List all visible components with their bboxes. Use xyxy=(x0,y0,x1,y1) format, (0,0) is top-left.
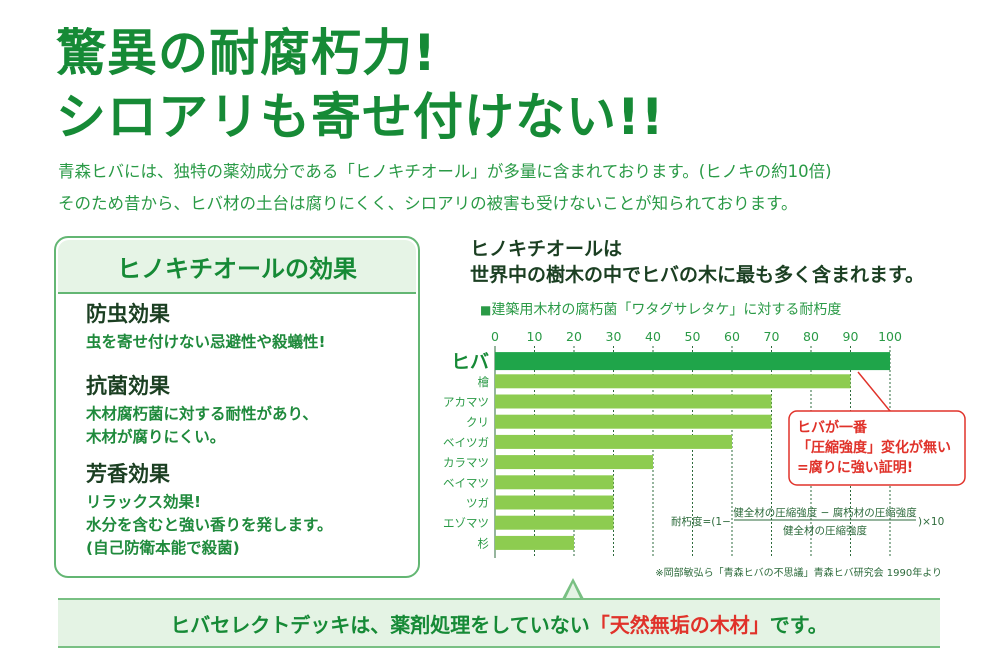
bar xyxy=(495,394,772,409)
bar xyxy=(495,535,574,550)
intro-line-2: そのため昔から、ヒバ材の土台は腐りにくく、シロアリの被害も受けないことが知られて… xyxy=(58,194,798,213)
category-label: ベイツガ xyxy=(443,435,489,449)
formula-suffix: )×10 xyxy=(918,516,944,528)
x-tick-label: 40 xyxy=(645,329,661,344)
category-label: クリ xyxy=(466,415,489,429)
bar xyxy=(495,434,732,449)
x-tick-label: 60 xyxy=(724,329,740,344)
effects-heading: ヒノキチオールの効果 xyxy=(58,240,416,294)
effect-line: (自己防衛本能で殺菌) xyxy=(86,539,240,557)
bar xyxy=(495,475,614,490)
bar xyxy=(495,374,851,389)
x-tick-label: 10 xyxy=(527,329,543,344)
bar xyxy=(495,455,653,470)
bottom-highlight: 「天然無垢の木材」 xyxy=(589,612,770,637)
bar xyxy=(495,495,614,510)
formula-prefix: 耐朽度=(1− xyxy=(671,515,731,528)
chart-title-text: 建築用木材の腐朽菌「ワタグサレタケ」に対する耐朽度 xyxy=(491,302,842,318)
x-tick-label: 90 xyxy=(843,329,859,344)
effect-title: 防虫効果 xyxy=(86,302,170,326)
effect-description: リラックス効果! 水分を含むと強い香りを発します。 (自己防衛本能で殺菌) xyxy=(86,491,332,560)
source-note: ※岡部敏弘ら「青森ヒバの不思議」青森ヒバ研究会 1990年より xyxy=(655,566,942,579)
chart-heading-line-2: 世界中の樹木の中でヒバの木に最も多く含まれます。 xyxy=(470,264,925,286)
headline-line-1: 驚異の耐腐朽力! xyxy=(56,24,437,82)
x-tick-label: 50 xyxy=(685,329,701,344)
formula-denominator: 健全材の圧縮強度 xyxy=(783,524,867,537)
x-tick-label: 20 xyxy=(566,329,582,344)
bar xyxy=(495,515,614,530)
x-tick-label: 0 xyxy=(491,329,499,344)
effect-aroma: 芳香効果 リラックス効果! 水分を含むと強い香りを発します。 (自己防衛本能で殺… xyxy=(86,464,332,560)
x-tick-label: 30 xyxy=(606,329,622,344)
bottom-text-end: です。 xyxy=(769,612,828,637)
effect-line: 水分を含むと強い香りを発します。 xyxy=(86,516,333,534)
category-label: ツガ xyxy=(466,496,489,510)
effect-insect-repellent: 防虫効果 虫を寄せ付けない忌避性や殺蟻性! xyxy=(86,304,326,354)
effect-description: 木材腐朽菌に対する耐性があり、 木材が腐りにくい。 xyxy=(86,403,318,449)
category-label: ベイマツ xyxy=(443,476,489,490)
callout-leader xyxy=(857,371,891,412)
intro-line-1: 青森ヒバには、独特の薬効成分である「ヒノキチオール」が多量に含まれております。(… xyxy=(58,162,832,181)
effect-line: 虫を寄せ付けない忌避性や殺蟻性! xyxy=(86,333,326,351)
formula-numerator: 健全材の圧縮強度 − 腐朽材の圧縮強度 xyxy=(733,506,917,519)
x-tick-label: 80 xyxy=(803,329,819,344)
x-tick-label: 70 xyxy=(764,329,780,344)
callout-box xyxy=(788,410,966,486)
effect-line: リラックス効果! xyxy=(86,493,202,511)
category-label: 杉 xyxy=(478,536,490,550)
chart-heading-line-1: ヒノキチオールは xyxy=(470,238,623,260)
category-label: アカマツ xyxy=(443,395,489,409)
effect-title: 抗菌効果 xyxy=(86,374,170,398)
bar xyxy=(495,414,772,429)
category-label: カラマツ xyxy=(443,456,489,470)
callout-text: =腐りに強い証明! xyxy=(797,459,913,476)
callout-text: ヒバが一番 xyxy=(797,419,868,436)
category-label: エゾマツ xyxy=(443,516,489,530)
bottom-banner: ヒバセレクトデッキは、薬剤処理をしていない 「天然無垢の木材」 です。 xyxy=(58,598,940,648)
effect-title: 芳香効果 xyxy=(86,462,170,486)
effect-description: 虫を寄せ付けない忌避性や殺蟻性! xyxy=(86,331,326,354)
headline-line-2: シロアリも寄せ付けない!! xyxy=(56,88,665,146)
effect-line: 木材が腐りにくい。 xyxy=(86,428,226,446)
effect-antibacterial: 抗菌効果 木材腐朽菌に対する耐性があり、 木材が腐りにくい。 xyxy=(86,376,318,449)
category-label: 檜 xyxy=(478,375,490,389)
category-label: ヒバ xyxy=(451,351,489,373)
chart-title: ■建築用木材の腐朽菌「ワタグサレタケ」に対する耐朽度 xyxy=(480,303,841,317)
x-tick-label: 100 xyxy=(878,329,902,344)
effect-line: 木材腐朽菌に対する耐性があり、 xyxy=(86,405,318,423)
callout-pointer-fill xyxy=(565,583,581,600)
effects-panel: ヒノキチオールの効果 防虫効果 虫を寄せ付けない忌避性や殺蟻性! 抗菌効果 木材… xyxy=(54,236,420,578)
chart-title-marker: ■ xyxy=(480,303,492,317)
bottom-text: ヒバセレクトデッキは、薬剤処理をしていない xyxy=(170,612,590,637)
callout-text: 「圧縮強度」変化が無い xyxy=(797,439,951,456)
bar xyxy=(495,352,890,371)
